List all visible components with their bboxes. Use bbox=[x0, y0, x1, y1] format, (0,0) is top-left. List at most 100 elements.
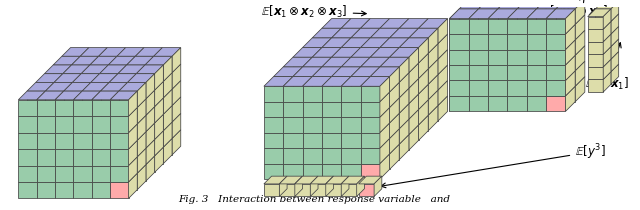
Bar bbox=[118, 139, 136, 156]
Bar bbox=[360, 117, 380, 133]
Bar bbox=[27, 173, 45, 190]
Bar bbox=[536, 71, 556, 86]
Bar bbox=[119, 91, 137, 108]
Bar bbox=[312, 92, 332, 108]
Text: Fig. 3   Interaction between response variable   and: Fig. 3 Interaction between response vari… bbox=[178, 195, 450, 204]
Bar bbox=[399, 48, 419, 63]
Bar bbox=[135, 89, 154, 106]
Bar bbox=[370, 108, 390, 123]
Bar bbox=[293, 57, 312, 73]
Bar bbox=[54, 115, 72, 132]
Bar bbox=[380, 48, 399, 63]
Bar bbox=[360, 90, 380, 106]
Bar bbox=[360, 94, 380, 109]
Polygon shape bbox=[163, 106, 172, 131]
Bar bbox=[419, 90, 438, 106]
Bar bbox=[62, 138, 80, 155]
Bar bbox=[409, 100, 428, 115]
Bar bbox=[419, 59, 438, 75]
Bar bbox=[64, 91, 82, 108]
Bar bbox=[380, 129, 399, 144]
Bar bbox=[449, 80, 469, 96]
Polygon shape bbox=[295, 176, 318, 184]
Bar bbox=[117, 73, 135, 89]
Bar bbox=[508, 80, 527, 96]
Polygon shape bbox=[146, 139, 155, 165]
Bar bbox=[145, 131, 163, 147]
Polygon shape bbox=[137, 82, 146, 108]
Bar bbox=[284, 102, 303, 117]
Polygon shape bbox=[566, 55, 575, 80]
Bar bbox=[498, 24, 517, 40]
Polygon shape bbox=[341, 176, 364, 184]
Polygon shape bbox=[332, 28, 360, 38]
Polygon shape bbox=[380, 154, 390, 179]
Polygon shape bbox=[36, 91, 64, 100]
Polygon shape bbox=[517, 0, 546, 9]
Polygon shape bbox=[53, 56, 80, 65]
Bar bbox=[390, 84, 409, 100]
Bar bbox=[341, 184, 356, 197]
Bar bbox=[312, 53, 332, 69]
Bar bbox=[588, 80, 604, 92]
Bar bbox=[303, 63, 322, 79]
Polygon shape bbox=[273, 67, 303, 77]
Polygon shape bbox=[419, 19, 447, 28]
Bar bbox=[293, 138, 312, 154]
Bar bbox=[136, 90, 155, 106]
Polygon shape bbox=[419, 84, 428, 109]
Polygon shape bbox=[155, 114, 163, 139]
Bar bbox=[109, 165, 127, 181]
Bar bbox=[351, 104, 370, 119]
Bar bbox=[108, 131, 127, 147]
Bar bbox=[27, 124, 45, 140]
Bar bbox=[390, 57, 409, 73]
Bar bbox=[449, 96, 469, 111]
Bar bbox=[498, 86, 517, 102]
Bar bbox=[332, 38, 351, 53]
Bar bbox=[119, 157, 137, 173]
Text: $\mathbb{E}[\boldsymbol{x}_1 \otimes \boldsymbol{x}_2 \otimes \boldsymbol{x}_3]$: $\mathbb{E}[\boldsymbol{x}_1 \otimes \bo… bbox=[261, 3, 366, 20]
Bar bbox=[341, 133, 360, 148]
Bar bbox=[127, 114, 145, 131]
Bar bbox=[136, 123, 155, 139]
Polygon shape bbox=[322, 77, 351, 86]
Bar bbox=[119, 124, 137, 140]
Bar bbox=[27, 108, 45, 124]
Bar bbox=[341, 63, 360, 79]
Bar bbox=[332, 92, 351, 108]
Polygon shape bbox=[293, 48, 322, 57]
Bar bbox=[36, 116, 55, 133]
Bar bbox=[27, 91, 45, 108]
Bar bbox=[135, 73, 154, 89]
Polygon shape bbox=[380, 92, 390, 117]
Polygon shape bbox=[264, 176, 287, 184]
Bar bbox=[360, 59, 380, 75]
Bar bbox=[488, 34, 508, 50]
Polygon shape bbox=[341, 176, 349, 197]
Bar bbox=[360, 102, 380, 117]
Polygon shape bbox=[163, 138, 172, 164]
Bar bbox=[390, 38, 409, 53]
Polygon shape bbox=[303, 77, 332, 86]
Bar bbox=[595, 72, 611, 84]
Polygon shape bbox=[172, 64, 180, 89]
Polygon shape bbox=[399, 19, 428, 28]
Bar bbox=[80, 106, 99, 122]
Bar bbox=[322, 98, 341, 113]
Bar bbox=[127, 165, 146, 181]
Bar bbox=[91, 165, 109, 181]
Polygon shape bbox=[604, 34, 611, 54]
Polygon shape bbox=[117, 48, 144, 56]
Bar bbox=[273, 154, 293, 169]
Bar bbox=[390, 73, 409, 88]
Bar bbox=[82, 173, 100, 190]
Bar bbox=[136, 74, 155, 90]
Bar bbox=[595, 47, 611, 59]
Bar bbox=[322, 48, 341, 63]
Polygon shape bbox=[604, 72, 611, 92]
Bar bbox=[341, 28, 360, 44]
Bar bbox=[81, 123, 100, 139]
Bar bbox=[332, 154, 351, 169]
Polygon shape bbox=[303, 38, 332, 48]
